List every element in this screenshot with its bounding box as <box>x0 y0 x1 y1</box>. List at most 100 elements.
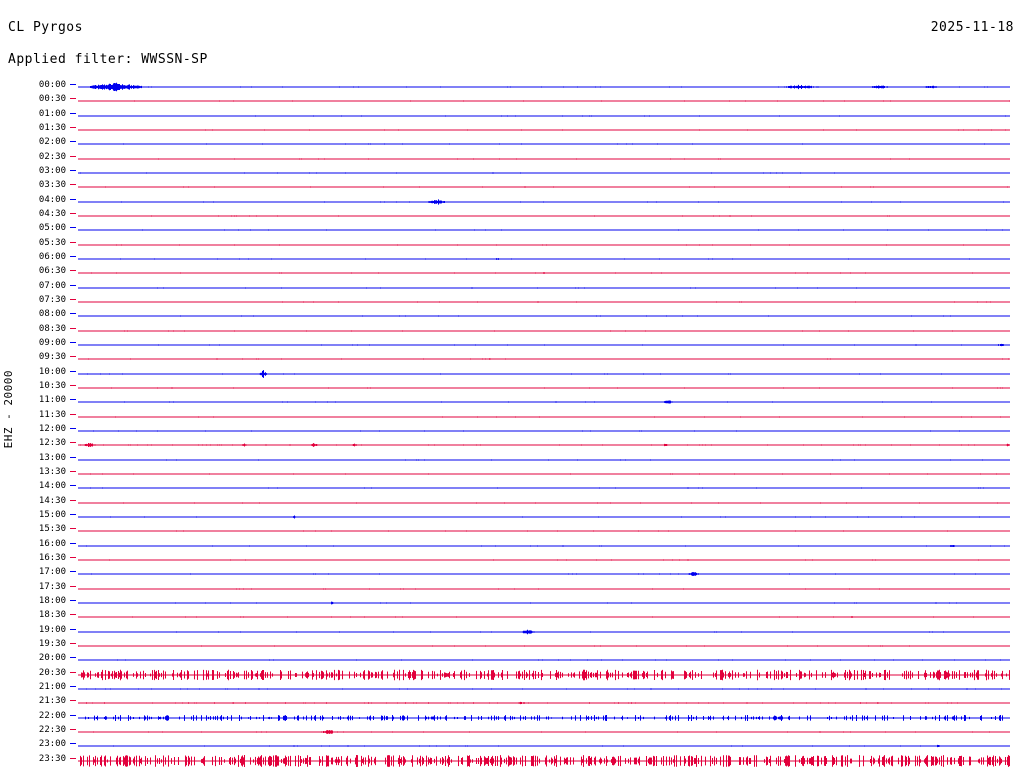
trace-time-label: 03:00 <box>38 165 66 176</box>
trace-axis-tick <box>70 413 76 415</box>
trace-time-label: 10:00 <box>38 366 66 377</box>
trace-time-label: 00:30 <box>38 94 66 105</box>
trace-row: 02:00 <box>0 137 1024 151</box>
trace-row: 04:00 <box>0 195 1024 209</box>
trace-axis-tick <box>70 356 76 358</box>
trace-waveform <box>78 309 1010 323</box>
trace-row: 08:30 <box>0 324 1024 338</box>
trace-waveform <box>78 567 1010 581</box>
trace-row: 03:30 <box>0 180 1024 194</box>
trace-axis-tick <box>70 327 76 329</box>
trace-axis-tick <box>70 599 76 601</box>
trace-axis-tick <box>70 341 76 343</box>
trace-waveform <box>78 539 1010 553</box>
trace-waveform <box>78 281 1010 295</box>
trace-row: 23:00 <box>0 739 1024 753</box>
trace-row: 00:30 <box>0 94 1024 108</box>
trace-waveform <box>78 410 1010 424</box>
trace-time-label: 06:00 <box>38 251 66 262</box>
trace-axis-tick <box>70 671 76 673</box>
trace-axis-tick <box>70 442 76 444</box>
trace-waveform <box>78 582 1010 596</box>
trace-axis-tick <box>70 470 76 472</box>
trace-axis-tick <box>70 184 76 186</box>
trace-waveform <box>78 266 1010 280</box>
trace-time-label: 20:00 <box>38 653 66 664</box>
trace-row: 16:30 <box>0 553 1024 567</box>
trace-time-label: 13:00 <box>38 452 66 463</box>
trace-row: 09:30 <box>0 352 1024 366</box>
trace-waveform <box>78 610 1010 624</box>
trace-time-label: 01:00 <box>38 108 66 119</box>
trace-waveform <box>78 381 1010 395</box>
trace-time-label: 22:00 <box>38 710 66 721</box>
trace-time-label: 20:30 <box>38 667 66 678</box>
trace-waveform <box>78 295 1010 309</box>
trace-waveform <box>78 596 1010 610</box>
trace-row: 17:00 <box>0 567 1024 581</box>
trace-time-label: 15:00 <box>38 509 66 520</box>
trace-row: 01:00 <box>0 109 1024 123</box>
trace-time-label: 23:00 <box>38 739 66 750</box>
trace-row: 17:30 <box>0 582 1024 596</box>
trace-row: 00:00 <box>0 80 1024 94</box>
trace-time-label: 15:30 <box>38 524 66 535</box>
trace-row: 21:30 <box>0 696 1024 710</box>
trace-row: 01:30 <box>0 123 1024 137</box>
trace-axis-tick <box>70 298 76 300</box>
trace-axis-tick <box>70 112 76 114</box>
trace-waveform <box>78 510 1010 524</box>
trace-axis-tick <box>70 499 76 501</box>
trace-axis-tick <box>70 714 76 716</box>
trace-axis-tick <box>70 728 76 730</box>
trace-time-label: 09:00 <box>38 337 66 348</box>
trace-row: 07:00 <box>0 281 1024 295</box>
trace-row: 13:00 <box>0 453 1024 467</box>
trace-waveform <box>78 453 1010 467</box>
trace-axis-tick <box>70 155 76 157</box>
trace-row: 05:00 <box>0 223 1024 237</box>
trace-waveform <box>78 195 1010 209</box>
trace-time-label: 05:30 <box>38 237 66 248</box>
trace-time-label: 18:00 <box>38 595 66 606</box>
trace-axis-tick <box>70 255 76 257</box>
trace-waveform <box>78 625 1010 639</box>
trace-axis-tick <box>70 614 76 616</box>
trace-waveform <box>78 639 1010 653</box>
trace-axis-tick <box>70 585 76 587</box>
trace-waveform <box>78 238 1010 252</box>
trace-axis-tick <box>70 141 76 143</box>
trace-row: 08:00 <box>0 309 1024 323</box>
trace-row: 14:00 <box>0 481 1024 495</box>
trace-waveform <box>78 152 1010 166</box>
trace-axis-tick <box>70 241 76 243</box>
trace-waveform <box>78 481 1010 495</box>
trace-row: 05:30 <box>0 238 1024 252</box>
trace-time-label: 16:30 <box>38 552 66 563</box>
trace-axis-tick <box>70 227 76 229</box>
trace-waveform <box>78 123 1010 137</box>
trace-time-label: 00:00 <box>38 80 66 90</box>
trace-row: 18:00 <box>0 596 1024 610</box>
trace-row: 18:30 <box>0 610 1024 624</box>
trace-waveform <box>78 682 1010 696</box>
trace-time-label: 19:30 <box>38 638 66 649</box>
trace-row: 14:30 <box>0 496 1024 510</box>
trace-axis-tick <box>70 528 76 530</box>
trace-time-label: 14:30 <box>38 495 66 506</box>
trace-waveform <box>78 553 1010 567</box>
trace-row: 20:30 <box>0 668 1024 682</box>
trace-axis-tick <box>70 657 76 659</box>
trace-waveform <box>78 711 1010 725</box>
trace-axis-tick <box>70 212 76 214</box>
trace-waveform <box>78 94 1010 108</box>
trace-axis-tick <box>70 628 76 630</box>
trace-waveform <box>78 367 1010 381</box>
trace-row: 13:30 <box>0 467 1024 481</box>
trace-axis-tick <box>70 542 76 544</box>
trace-row: 12:00 <box>0 424 1024 438</box>
trace-axis-tick <box>70 169 76 171</box>
trace-waveform <box>78 137 1010 151</box>
trace-waveform <box>78 725 1010 739</box>
trace-axis-tick <box>70 685 76 687</box>
